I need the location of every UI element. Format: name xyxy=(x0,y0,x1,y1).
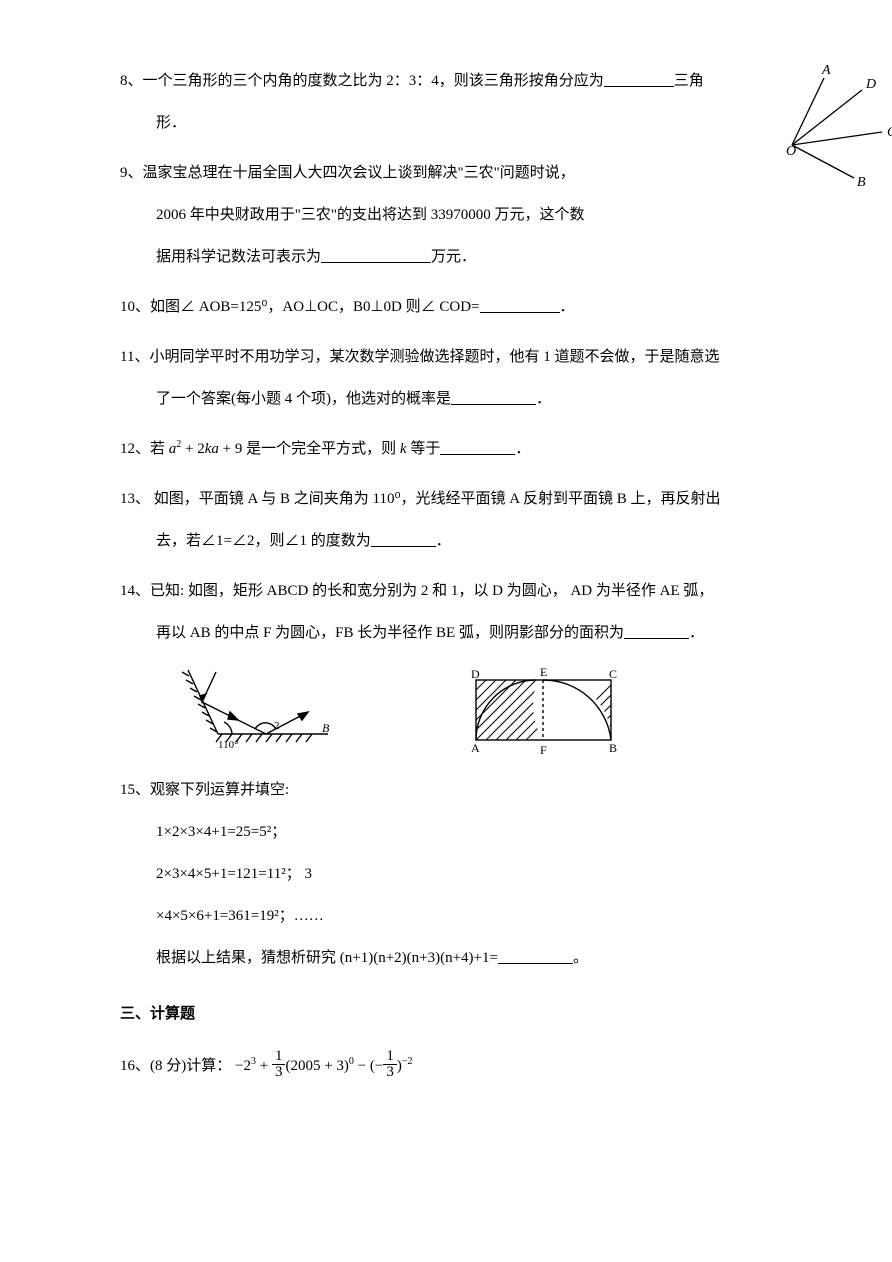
question-10: 10、如图∠ AOB=125⁰，AO⊥OC，B0⊥0D 则∠ COD= ． xyxy=(120,286,782,328)
section-3-title: 三、计算题 xyxy=(120,993,782,1035)
q8-line2: 形． xyxy=(120,102,782,144)
rect-c: C xyxy=(609,667,617,681)
q11-num: 11、 xyxy=(120,349,149,365)
q14-l2: 再以 AB 的中点 F 为圆心，FB 长为半径作 BE 弧，则阴影部分的面积为 xyxy=(156,625,624,641)
rect-a: A xyxy=(471,741,480,755)
rect-f: F xyxy=(540,743,547,757)
q13-num: 13、 xyxy=(120,491,150,507)
figures-row: 110° 2 B xyxy=(120,662,782,757)
q11-blank xyxy=(451,387,536,405)
question-15: 15、观察下列运算并填空: 1×2×3×4+1=25=5²； 2×3×4×5+1… xyxy=(120,769,782,979)
label-a: A xyxy=(821,63,831,78)
q16-pts: (8 分)计算： xyxy=(150,1058,231,1074)
q14-blank xyxy=(624,621,689,639)
q14-l2a: ． xyxy=(689,625,704,641)
rect-d: D xyxy=(471,667,480,681)
q13-l1: 如图，平面镜 A 与 B 之间夹角为 110⁰，光线经平面镜 A 反射到平面镜 … xyxy=(150,491,720,507)
q15-eq3: ×4×5×6+1=361=19²；…… xyxy=(120,895,782,937)
q12-tail: ． xyxy=(515,441,530,457)
question-12: 12、若 a2 + 2ka + 9 是一个完全平方式，则 k 等于． xyxy=(120,428,782,470)
q15-eq1: 1×2×3×4+1=25=5²； xyxy=(120,811,782,853)
q13-l2: 去，若∠1=∠2，则∠1 的度数为 xyxy=(156,533,371,549)
mirror-label-2: 2 xyxy=(274,720,280,732)
q9-num: 9、 xyxy=(120,165,143,181)
mirror-label-b: B xyxy=(322,721,330,735)
mirror-figure: 110° 2 B xyxy=(156,662,336,757)
q12-num: 12、 xyxy=(120,441,150,457)
label-o: O xyxy=(786,144,796,159)
q14-l1: 已知: 如图，矩形 ABCD 的长和宽分别为 2 和 1，以 D 为圆心， AD… xyxy=(150,583,713,599)
question-9: 9、温家宝总理在十届全国人大四次会议上谈到解决"三农"问题时说， 2006 年中… xyxy=(120,152,782,278)
q11-l2a: ． xyxy=(536,391,551,407)
q13-blank xyxy=(371,529,436,547)
q12-blank xyxy=(440,437,515,455)
question-11: 11、小明同学平时不用功学习，某次数学测验做选择题时，他有 1 道题不会做，于是… xyxy=(120,336,782,420)
q9-l2: 2006 年中央财政用于"三农"的支出将达到 33970000 万元，这个数 xyxy=(120,194,782,236)
rect-b: B xyxy=(609,741,617,755)
label-c: C xyxy=(887,125,892,140)
q12-before: 若 xyxy=(150,441,165,457)
q9-blank xyxy=(321,245,431,263)
q16-expr: −23 + 13(2005 + 3)0 − (−13)−2 xyxy=(235,1058,412,1074)
q8-after: 三角 xyxy=(674,73,704,89)
q11-l1: 小明同学平时不用功学习，某次数学测验做选择题时，他有 1 道题不会做，于是随意选 xyxy=(149,349,719,365)
q9-l3: 据用科学记数法可表示为 xyxy=(156,249,321,265)
q15-after: 。 xyxy=(573,950,588,966)
question-14: 14、已知: 如图，矩形 ABCD 的长和宽分别为 2 和 1，以 D 为圆心，… xyxy=(120,570,782,654)
q10-text: 如图∠ AOB=125⁰，AO⊥OC，B0⊥0D 则∠ COD= xyxy=(150,299,480,315)
label-d: D xyxy=(865,77,876,92)
q11-l2: 了一个答案(每小题 4 个项)，他选对的概率是 xyxy=(156,391,451,407)
question-8: 8、一个三角形的三个内角的度数之比为 2：3：4，则该三角形按角分应为 三角 形． xyxy=(120,60,782,144)
q9-l1: 温家宝总理在十届全国人大四次会议上谈到解决"三农"问题时说， xyxy=(143,165,575,181)
mirror-angle-label: 110° xyxy=(218,739,239,751)
q8-blank xyxy=(604,69,674,87)
q15-num: 15、 xyxy=(120,782,150,798)
rect-figure: D E C A F B xyxy=(456,662,631,757)
q8-text: 一个三角形的三个内角的度数之比为 2：3：4，则该三角形按角分应为 xyxy=(143,73,604,89)
question-13: 13、 如图，平面镜 A 与 B 之间夹角为 110⁰，光线经平面镜 A 反射到… xyxy=(120,478,782,562)
q15-title: 观察下列运算并填空: xyxy=(150,782,289,798)
q9-l3a: 万元． xyxy=(431,249,476,265)
q10-blank xyxy=(480,295,560,313)
q10-after: ． xyxy=(560,299,575,315)
question-16: 16、(8 分)计算： −23 + 13(2005 + 3)0 − (−13)−… xyxy=(120,1045,782,1087)
q13-l2a: ． xyxy=(436,533,451,549)
q12-afterk: 等于 xyxy=(407,441,441,457)
rect-e: E xyxy=(540,665,547,679)
q16-num: 16、 xyxy=(120,1058,150,1074)
q14-num: 14、 xyxy=(120,583,150,599)
q12-mid: 是一个完全平方式，则 xyxy=(246,441,400,457)
q8-num: 8、 xyxy=(120,73,143,89)
q15-blank xyxy=(498,946,573,964)
q10-num: 10、 xyxy=(120,299,150,315)
q12-k: k xyxy=(400,441,407,457)
q15-conclude: 根据以上结果，猜想析研究 (n+1)(n+2)(n+3)(n+4)+1= xyxy=(156,950,498,966)
label-b: B xyxy=(857,175,866,190)
q15-eq2: 2×3×4×5+1=121=11²； 3 xyxy=(120,853,782,895)
